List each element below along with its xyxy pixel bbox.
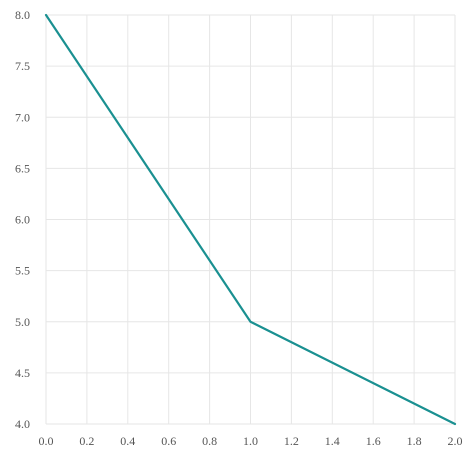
y-tick-label: 4.0 [15,417,30,431]
series-layer [44,13,457,426]
y-tick-label: 5.0 [15,315,30,329]
y-tick-label: 7.0 [15,110,30,124]
y-tick-label: 7.5 [15,59,30,73]
y-tick-label: 4.5 [15,366,30,380]
x-tick-label: 1.6 [366,434,381,448]
y-tick-label: 8.0 [15,8,30,22]
y-tick-label: 6.5 [15,161,30,175]
series-line [44,13,457,426]
y-axis-tick-labels: 4.0 4.5 5.0 5.5 6.0 6.5 7.0 7.5 8.0 [15,8,30,431]
x-tick-label: 0.6 [161,434,176,448]
x-tick-label: 0.2 [79,434,94,448]
y-tick-label: 6.0 [15,213,30,227]
x-tick-label: 2.0 [448,434,463,448]
x-tick-label: 0.8 [202,434,217,448]
x-tick-label: 1.0 [243,434,258,448]
x-tick-label: 1.4 [325,434,340,448]
x-tick-label: 0.0 [39,434,54,448]
y-tick-label: 5.5 [15,264,30,278]
x-tick-label: 1.8 [407,434,422,448]
x-tick-label: 1.2 [284,434,299,448]
x-tick-label: 0.4 [120,434,135,448]
x-axis-tick-labels: 0.0 0.2 0.4 0.6 0.8 1.0 1.2 1.4 1.6 1.8 2.0 [39,434,463,448]
